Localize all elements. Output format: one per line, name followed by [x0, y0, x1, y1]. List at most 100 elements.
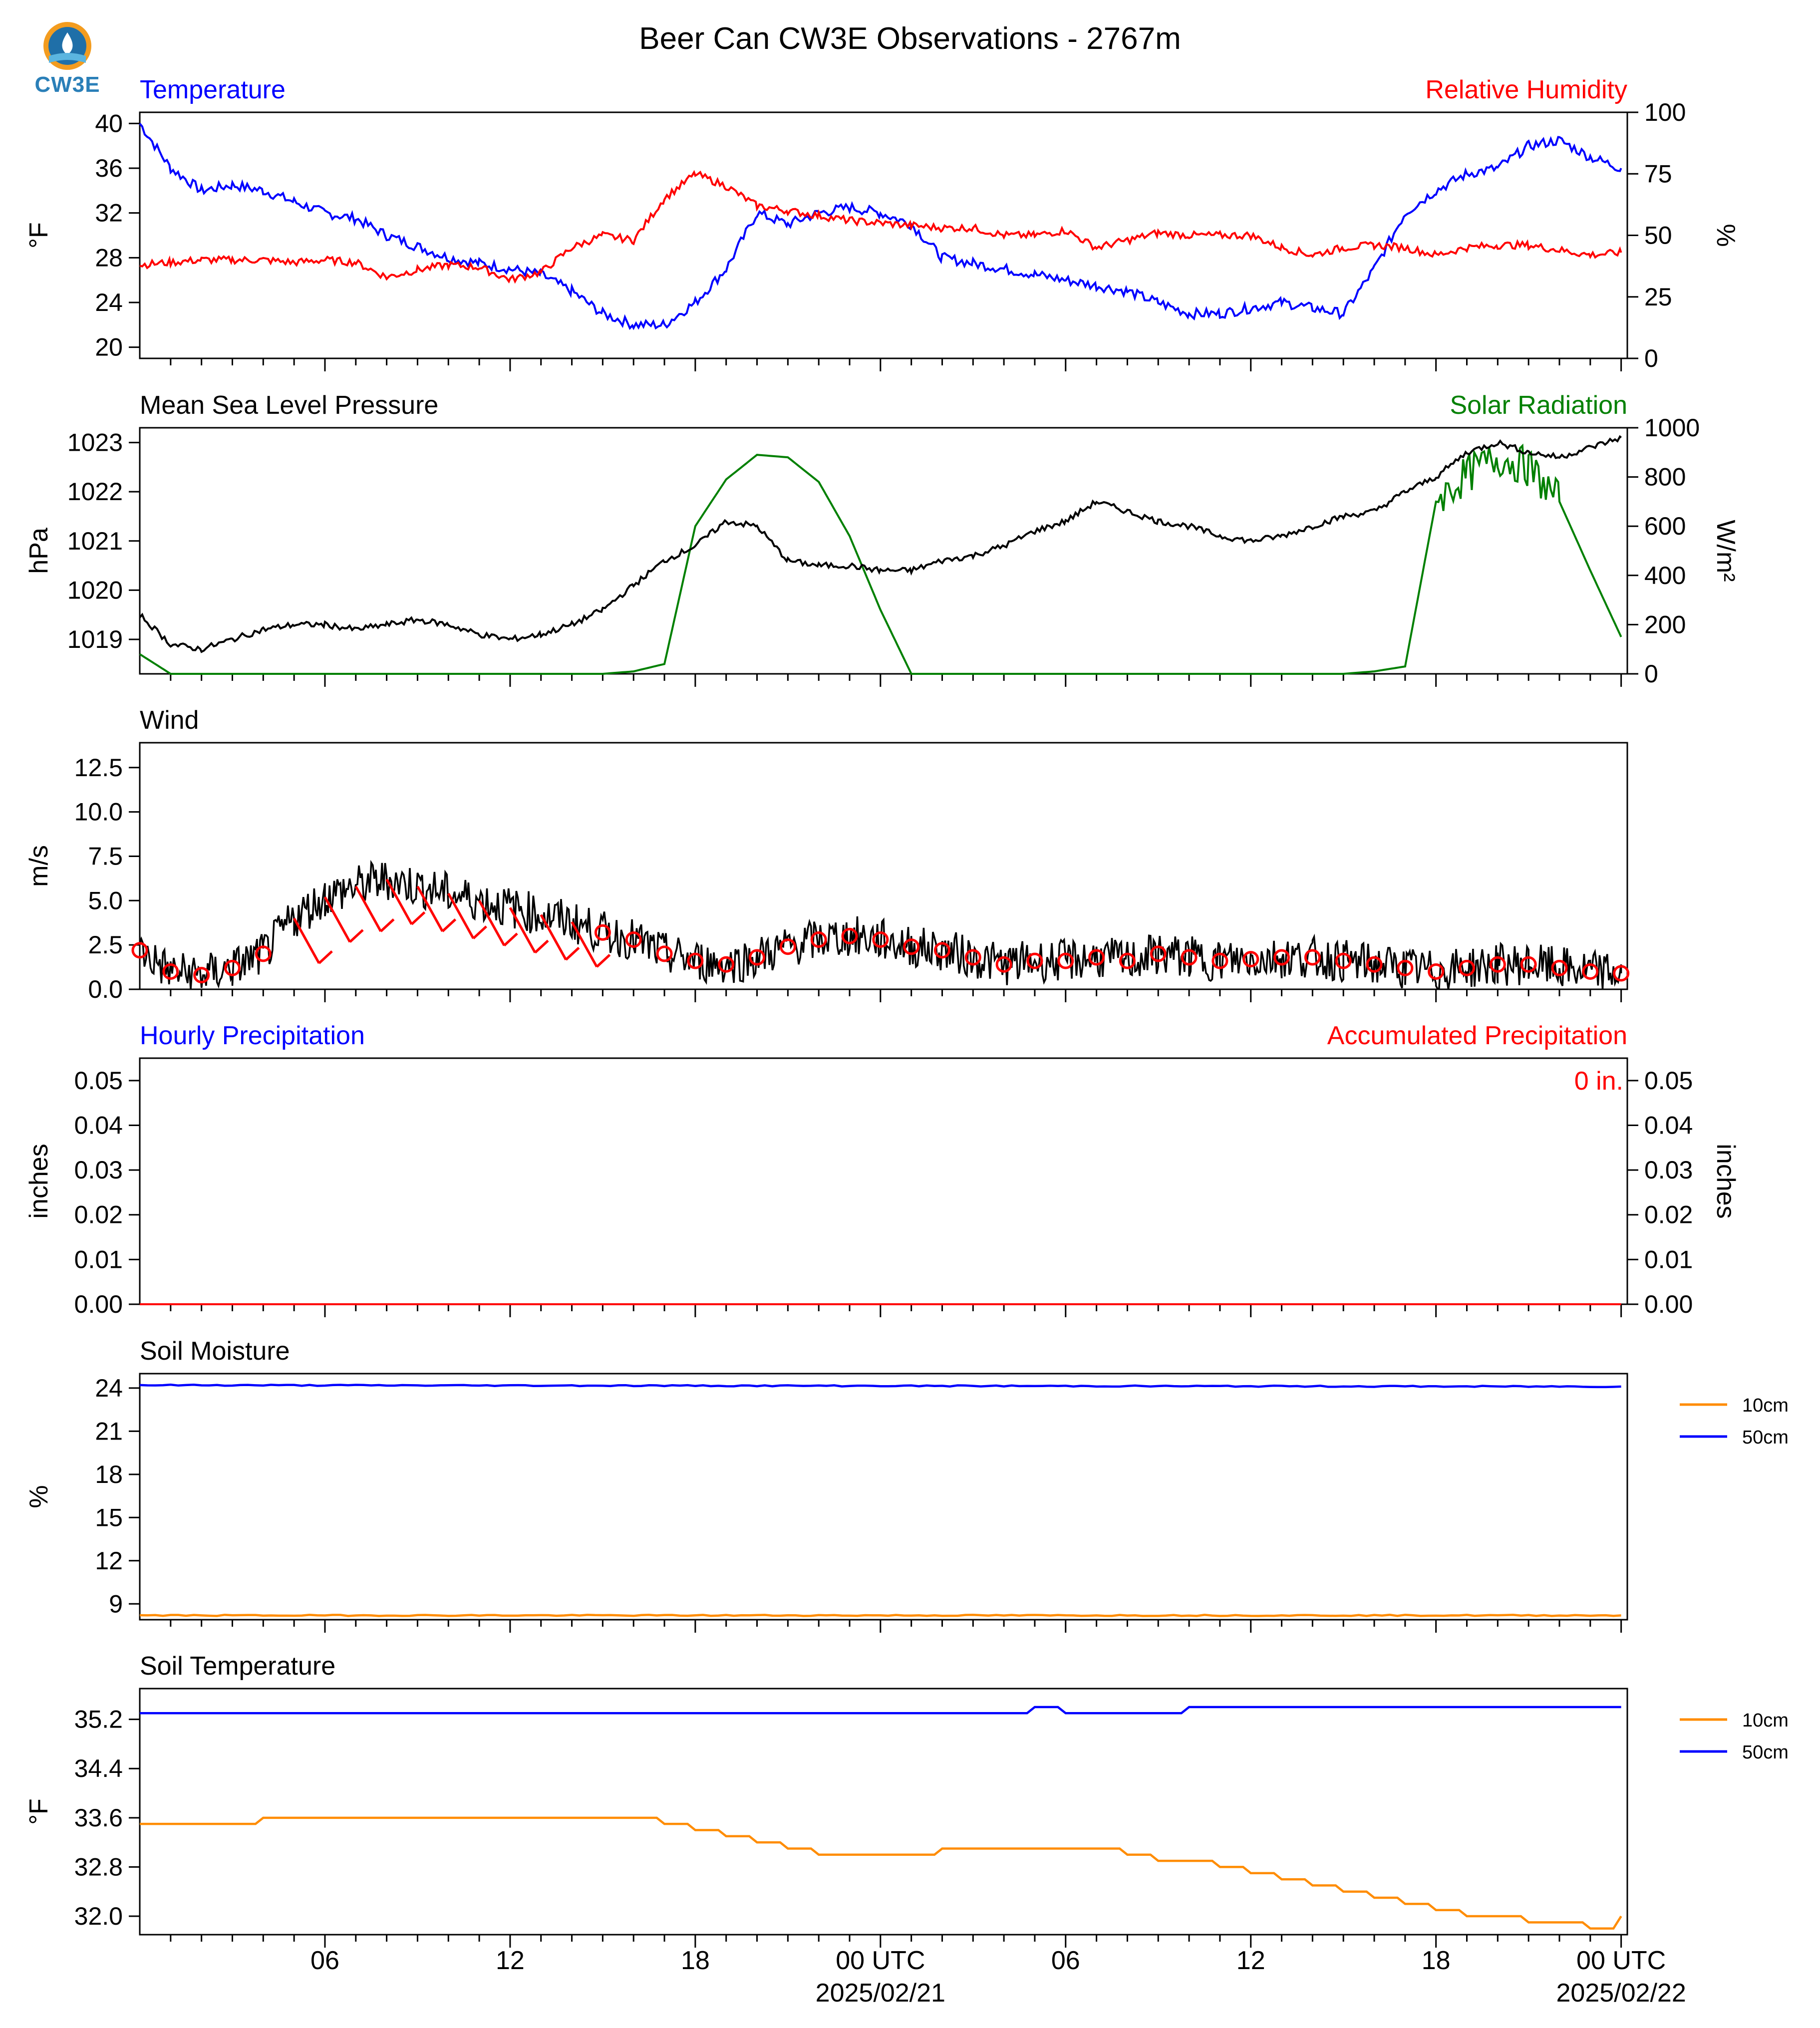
x-tick-label: 18: [681, 1946, 710, 1975]
wind-calm-marker: [749, 949, 766, 966]
wind-calm-marker: [1551, 959, 1568, 976]
y-tick-label: 1022: [67, 478, 123, 506]
y-tick-label: 1020: [67, 576, 123, 604]
legend-label: 50cm: [1742, 1427, 1789, 1448]
temp-rh-plot: 20 24 28 32 36 40 0 25 50 75 100: [95, 98, 1686, 372]
wind-calm-marker: [933, 942, 950, 959]
y-tick-label: 18: [95, 1460, 123, 1488]
y2-tick-label: 25: [1644, 283, 1672, 311]
left-ylabel: °F: [24, 222, 53, 249]
y-tick-label: 0.00: [74, 1290, 123, 1318]
wind-plot: 0.0 2.5 5.0 7.5 10.0 12.5: [74, 754, 1630, 1003]
wind-barb-flag: [318, 950, 333, 964]
wind-barb: [385, 878, 413, 925]
wind-calm-marker: [1057, 952, 1074, 969]
y-tick-label: 34.4: [74, 1754, 123, 1782]
y-tick-label: 28: [95, 244, 123, 272]
soil-temp-50cm-line: [140, 1706, 1621, 1715]
y-tick-label: 21: [95, 1417, 123, 1445]
right-ylabel: inches: [1711, 1144, 1740, 1218]
left-ylabel: hPa: [24, 528, 53, 574]
figure-title: Beer Can CW3E Observations - 2767m: [639, 21, 1181, 56]
legend-label: 50cm: [1742, 1742, 1789, 1763]
right-title: Relative Humidity: [1425, 75, 1627, 104]
wind-calm-marker: [1335, 952, 1352, 969]
wind-barb-flag: [410, 911, 426, 925]
wind-calm-marker: [995, 956, 1012, 973]
left-ylabel: °F: [24, 1798, 53, 1825]
y2-tick-label: 75: [1644, 160, 1672, 188]
y-tick-label: 2.5: [88, 931, 123, 959]
y-tick-label: 32.8: [74, 1853, 123, 1881]
wind-calm-marker: [594, 924, 611, 941]
wind-calm-marker: [625, 931, 642, 948]
soil-moisture-10cm-line: [139, 1613, 1621, 1617]
x-date-label: 2025/02/21: [816, 1979, 945, 2008]
solar-line: [139, 443, 1622, 675]
soil-temp-10cm-line: [140, 1816, 1622, 1930]
y-tick-label: 15: [95, 1503, 123, 1531]
soil-temp-plot: 32.0 32.8 33.6 34.4 35.2 10cm 50cm: [74, 1706, 1789, 1930]
wind-barb: [323, 896, 351, 943]
wind-calm-marker: [1582, 963, 1599, 980]
y2-tick-label: 0.03: [1644, 1156, 1693, 1184]
left-title: Hourly Precipitation: [140, 1021, 365, 1050]
temperature-line: [139, 123, 1622, 330]
wind-calm-marker: [224, 959, 241, 976]
y2-tick-label: 0: [1644, 344, 1658, 372]
y2-tick-label: 50: [1644, 222, 1672, 250]
wind-calm-marker: [1459, 959, 1476, 976]
precip-plot: 0.00 0.01 0.02 0.03 0.04 0.05 0.00 0.01 0.02 0.03…: [74, 1067, 1693, 1318]
wind-calm-marker: [1489, 956, 1506, 973]
wind-calm-marker: [1119, 952, 1136, 969]
wind-calm-marker: [1520, 956, 1537, 973]
x-tick-label: 12: [496, 1946, 525, 1975]
soil-moisture-50cm-line: [139, 1383, 1621, 1389]
wind-speed-line: [139, 860, 1622, 990]
wind-calm-marker: [131, 942, 148, 959]
wind-calm-marker: [903, 938, 920, 955]
logo-text: CW3E: [34, 72, 100, 97]
wind-calm-marker: [1181, 949, 1198, 966]
y-tick-label: 35.2: [74, 1706, 123, 1734]
y2-tick-label: 600: [1644, 512, 1686, 540]
left-title: Soil Moisture: [140, 1337, 290, 1366]
panel-frame: [139, 1688, 1628, 1936]
y-tick-label: 1019: [67, 625, 123, 653]
wind-barb: [509, 907, 537, 953]
panel-wind: Wind m/s: [24, 706, 1628, 1002]
wind-barb-flag: [349, 929, 364, 943]
x-tick-label: 00 UTC: [836, 1946, 925, 1975]
pressure-solar-plot: 1019 1020 1021 1022 1023 0 200 400 600 800 1000: [67, 414, 1700, 688]
y2-tick-label: 0.00: [1644, 1290, 1693, 1318]
x-tick-label: 06: [1051, 1946, 1080, 1975]
wind-barb-flag: [565, 946, 580, 961]
wind-barb-flag: [596, 954, 611, 968]
right-title: Solar Radiation: [1450, 391, 1627, 420]
wind-calm-marker: [872, 931, 889, 948]
y-tick-label: 1023: [67, 429, 123, 457]
y-tick-label: 0.02: [74, 1201, 123, 1229]
cw3e-logo-icon: [43, 22, 91, 70]
right-title: Accumulated Precipitation: [1327, 1021, 1627, 1050]
y-tick-label: 5.0: [88, 886, 123, 914]
y-tick-label: 33.6: [74, 1804, 123, 1832]
wind-calm-marker: [718, 956, 735, 973]
wind-calm-marker: [1212, 952, 1228, 969]
panel-soil_temp: Soil Temperature °F: [24, 1652, 1628, 1948]
wind-calm-marker: [1242, 951, 1259, 968]
wind-barb-flag: [441, 918, 457, 932]
wind-barb: [540, 914, 567, 960]
x-axis-labels: 06 12 18 00 UTC 06 12 18 00 UTC 2025/02/21 2025/0…: [310, 1946, 1686, 2008]
y-tick-label: 20: [95, 333, 123, 361]
y-tick-label: 0.05: [74, 1067, 123, 1095]
panel-frame: [139, 111, 1628, 359]
legend-label: 10cm: [1742, 1710, 1789, 1731]
left-ylabel: inches: [24, 1144, 53, 1218]
soil-moisture-plot: 9 12 15 18 21 24 10cm 50cm: [95, 1374, 1789, 1618]
wind-barb: [416, 885, 444, 932]
y-tick-label: 40: [95, 109, 123, 137]
y-tick-label: 12.5: [74, 754, 123, 782]
wind-barb-flag: [380, 918, 395, 932]
